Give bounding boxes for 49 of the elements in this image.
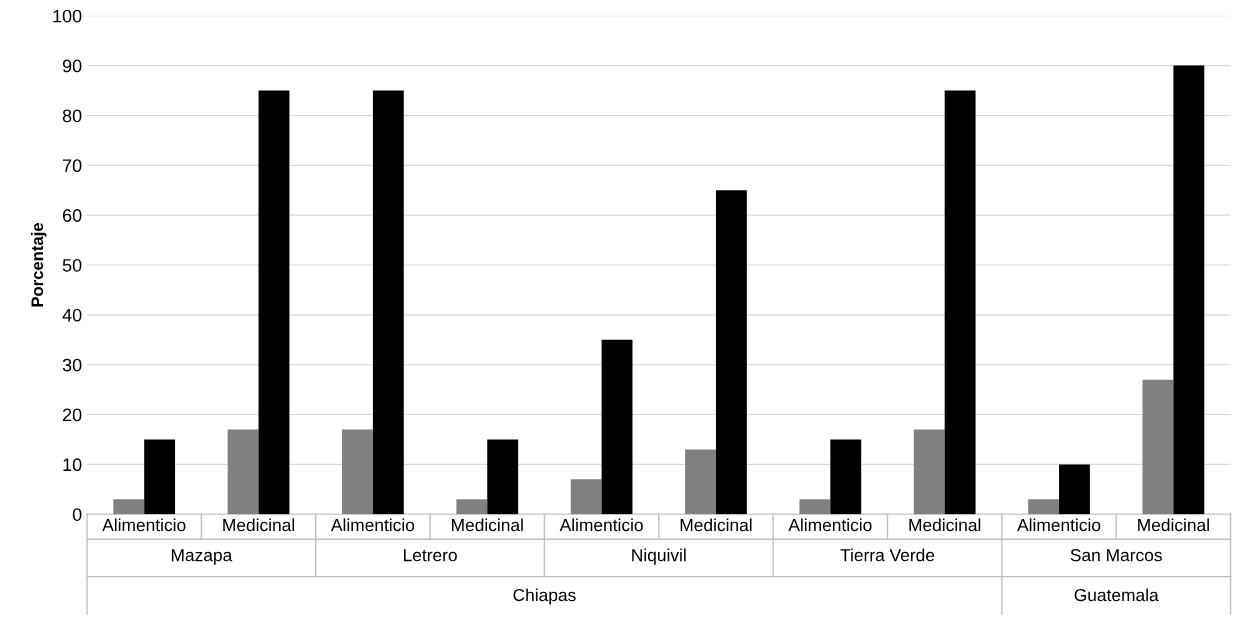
bar <box>1173 65 1205 515</box>
text: Guatemala <box>1074 588 1159 602</box>
text: San Marcos <box>1070 549 1162 562</box>
bar <box>799 499 831 515</box>
bar <box>830 439 862 515</box>
text: Tierra Verde <box>840 548 935 562</box>
x-tick-label: Medicinal <box>909 518 981 532</box>
bar <box>570 479 602 515</box>
y-tick-label: 100 <box>53 9 82 23</box>
bar <box>1028 499 1060 515</box>
bar <box>342 429 373 515</box>
bar <box>685 449 716 515</box>
y-axis-title: Porcentaje <box>30 222 47 307</box>
y-tick-label: 60 <box>62 209 82 222</box>
text: Mazapa <box>171 549 233 565</box>
bar <box>144 439 176 515</box>
bar <box>715 190 747 515</box>
bar <box>227 429 259 515</box>
x-tick-label: Alimenticio <box>102 518 186 532</box>
x-tick-label: Alimenticio <box>1017 518 1101 532</box>
bar <box>944 90 976 515</box>
text: Letrero <box>404 549 457 562</box>
y-tick-label: 20 <box>62 408 82 422</box>
y-tick-label: 30 <box>62 358 82 372</box>
x-tick-label: Medicinal <box>680 518 752 532</box>
bar <box>456 499 488 515</box>
bar <box>1142 379 1174 515</box>
x-tick-label: Medicinal <box>223 518 295 532</box>
x-tick-label: Alimenticio <box>559 518 643 532</box>
x-tick-label: Alimenticio <box>788 518 872 532</box>
text: Chiapas <box>513 588 576 605</box>
x-tick-label: Medicinal <box>1138 518 1209 532</box>
y-tick-label: 0 <box>72 508 82 521</box>
y-tick-label: 10 <box>63 458 82 472</box>
bar <box>113 499 145 515</box>
bar <box>372 90 404 515</box>
x-tick-label: Medicinal <box>452 518 523 532</box>
y-tick-label: 50 <box>62 258 82 272</box>
bar <box>1059 464 1090 515</box>
y-tick-label: 80 <box>62 109 82 123</box>
y-tick-label: 70 <box>62 159 82 173</box>
bar <box>487 439 519 515</box>
text: Niquivil <box>632 548 686 565</box>
bar <box>601 339 633 515</box>
x-tick-label: Alimenticio <box>330 518 415 532</box>
bar <box>913 429 945 515</box>
y-tick-label: 90 <box>62 59 82 73</box>
y-tick-label: 40 <box>62 308 82 322</box>
bar <box>258 90 290 515</box>
